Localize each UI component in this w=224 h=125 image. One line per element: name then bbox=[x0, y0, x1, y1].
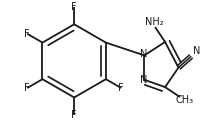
Text: F: F bbox=[71, 2, 77, 12]
Text: N: N bbox=[193, 46, 200, 56]
Text: CH₃: CH₃ bbox=[175, 95, 193, 105]
Text: N: N bbox=[140, 75, 147, 85]
Text: NH₂: NH₂ bbox=[145, 17, 164, 27]
Text: F: F bbox=[24, 29, 30, 39]
Text: F: F bbox=[71, 110, 77, 120]
Text: N: N bbox=[140, 49, 147, 59]
Text: F: F bbox=[118, 83, 124, 93]
Text: F: F bbox=[24, 83, 30, 93]
